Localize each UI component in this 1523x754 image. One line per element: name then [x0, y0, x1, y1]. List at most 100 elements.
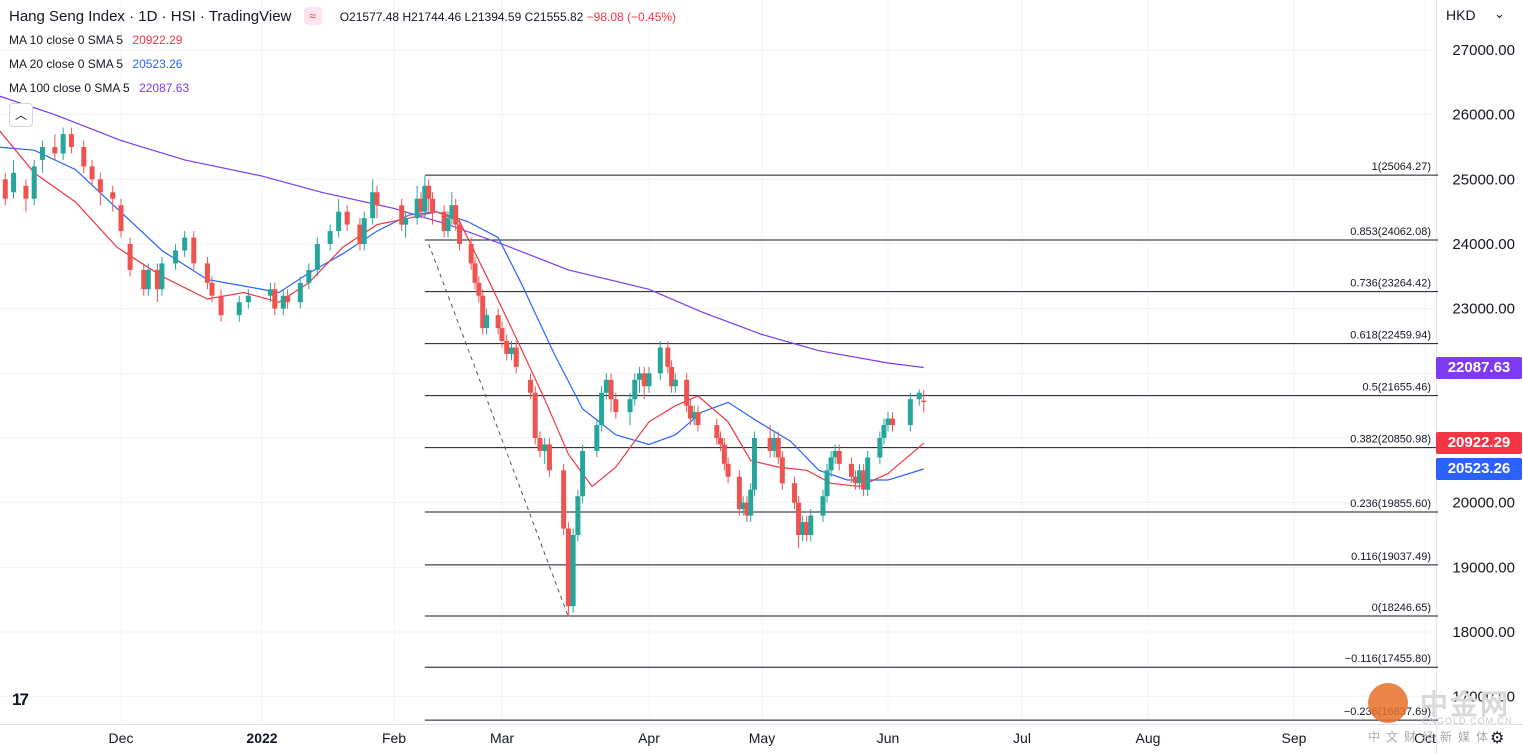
candle: [39, 140, 45, 173]
price-tick-label: 20000.00: [1452, 495, 1515, 512]
candle: [472, 256, 478, 290]
candle-body: [718, 438, 724, 445]
price-axis-labels: 27000.00 26000.00 25000.00 24000.00 23000.00…: [1452, 42, 1515, 706]
candle: [775, 431, 781, 464]
candle: [916, 389, 922, 406]
candle-body: [52, 147, 58, 154]
candle: [594, 418, 600, 458]
candle: [314, 237, 320, 277]
fib-level-label: 0(18246.65): [1372, 602, 1431, 614]
candle-body: [39, 147, 45, 160]
candle: [537, 431, 543, 458]
candle-body: [570, 535, 576, 607]
candle: [414, 185, 420, 225]
tradingview-logo-icon[interactable]: 17: [12, 690, 29, 709]
candle-body: [796, 502, 802, 535]
candle-body: [504, 341, 510, 354]
ma10-line: [0, 130, 925, 488]
fib-level-label: 0.382(20850.98): [1350, 434, 1431, 446]
candle: [127, 237, 133, 277]
candle: [449, 192, 455, 225]
time-tick-label: 2022: [246, 730, 277, 746]
time-tick-label: Jun: [877, 730, 900, 746]
open-value: O21577.48: [339, 10, 400, 24]
candle: [646, 366, 652, 393]
candle-body: [182, 237, 188, 251]
candle-body: [430, 198, 436, 212]
ma20-legend[interactable]: MA 20 close 0 SMA 5 20523.26: [9, 57, 182, 71]
candle: [751, 431, 757, 497]
candle: [141, 263, 147, 296]
candle-body: [527, 379, 533, 393]
candle-body: [695, 412, 701, 426]
candle: [848, 457, 854, 484]
watermark-cn: 中金网: [1420, 689, 1511, 720]
candle-body: [721, 444, 727, 464]
candle-body: [31, 166, 37, 199]
candle: [60, 127, 66, 160]
symbol-title[interactable]: Hang Seng Index · 1D · HSI · TradingView: [9, 8, 292, 25]
time-tick-label: Oct: [1414, 730, 1436, 746]
candle: [499, 321, 505, 348]
candle-body: [191, 237, 197, 264]
candle-body: [245, 295, 251, 303]
fib-trend-line: [428, 243, 569, 617]
candle: [441, 205, 447, 238]
exchange-logo-icon: ≈: [303, 7, 322, 25]
candle-body: [828, 457, 834, 471]
candle-body: [714, 425, 720, 438]
ma100-legend[interactable]: MA 100 close 0 SMA 5 22087.63: [9, 81, 189, 95]
candle-body: [824, 470, 830, 497]
candle-body: [508, 347, 514, 354]
candle: [857, 463, 863, 490]
collapse-legend-button[interactable]: ︿: [9, 103, 33, 127]
chart-header: Hang Seng Index · 1D · HSI · TradingView…: [9, 7, 676, 25]
price-tag: 20523.26: [1436, 457, 1522, 480]
candle-body: [457, 224, 463, 244]
candle-body: [218, 295, 224, 316]
time-tick-label: Sep: [1282, 730, 1307, 746]
candle: [110, 185, 116, 212]
chevron-down-icon[interactable]: ⌄: [1494, 6, 1505, 21]
candle-body: [641, 373, 647, 387]
fib-level-label: 0.736(23264.42): [1350, 278, 1431, 290]
fib-level-label: 0.853(24062.08): [1350, 226, 1431, 238]
candle: [361, 211, 367, 251]
price-tick-label: 24000.00: [1452, 236, 1515, 253]
candle: [603, 373, 609, 400]
candle: [357, 218, 363, 251]
candle-body: [414, 198, 420, 219]
candle-body: [800, 522, 806, 535]
close-value: C21555.82: [524, 10, 584, 24]
candle-body: [399, 205, 405, 225]
candle-body: [314, 244, 320, 270]
candle: [191, 231, 197, 270]
candle-body: [684, 379, 690, 406]
currency-label[interactable]: HKD: [1446, 7, 1476, 23]
ma10-legend[interactable]: MA 10 close 0 SMA 5 20922.29: [9, 33, 182, 47]
candle-body: [820, 496, 826, 516]
candle: [422, 176, 428, 219]
low-value: L21394.59: [464, 10, 522, 24]
candle-body: [889, 418, 895, 426]
candle: [268, 282, 274, 303]
gear-icon[interactable]: ⚙: [1490, 730, 1505, 747]
candle-body: [885, 418, 891, 426]
candle-body: [792, 483, 798, 503]
candle-body: [499, 328, 505, 341]
candle: [344, 205, 350, 232]
candle-body: [836, 450, 842, 464]
candle: [504, 334, 510, 361]
candle: [236, 295, 242, 322]
candle: [306, 263, 312, 290]
candle: [684, 373, 690, 413]
candle: [881, 418, 887, 445]
candle-body: [268, 289, 274, 296]
candle-body: [565, 528, 571, 607]
fib-retracement: 1(25064.27) 0.853(24062.08) 0.736(23264.42…: [424, 161, 1438, 721]
candle: [480, 289, 486, 335]
candle: [403, 211, 409, 238]
ma10-label: MA 10 close 0 SMA 5: [9, 33, 124, 47]
